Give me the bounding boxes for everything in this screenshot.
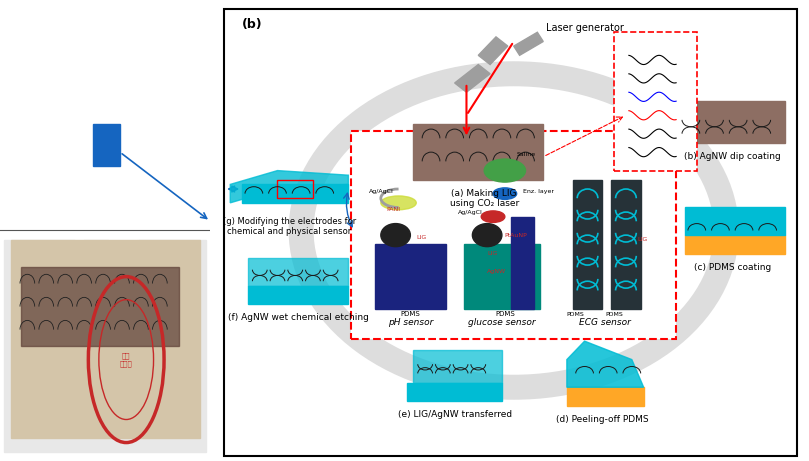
Text: LIG: LIG — [487, 251, 498, 256]
Text: PDMS: PDMS — [400, 311, 420, 317]
Text: Laser generator: Laser generator — [545, 23, 624, 33]
Text: PDMS: PDMS — [605, 312, 623, 317]
Bar — [567, 387, 644, 406]
Text: (a) Making LIG
using CO₂ laser: (a) Making LIG using CO₂ laser — [450, 189, 519, 208]
Bar — [413, 124, 543, 180]
Ellipse shape — [481, 211, 505, 222]
Text: Ag/AgCl: Ag/AgCl — [458, 210, 482, 214]
Polygon shape — [105, 184, 155, 383]
Polygon shape — [55, 92, 88, 148]
Text: glucose sensor: glucose sensor — [468, 318, 536, 327]
Text: 한양
대학교: 한양 대학교 — [120, 353, 133, 366]
Text: pH sensor: pH sensor — [388, 318, 433, 327]
Bar — [685, 207, 786, 235]
Circle shape — [381, 224, 410, 247]
Text: (c) PDMS coating: (c) PDMS coating — [693, 263, 771, 272]
Polygon shape — [11, 240, 200, 438]
Bar — [413, 350, 502, 383]
Text: PtAuNP: PtAuNP — [505, 233, 527, 237]
Text: (e) LIG/AgNW transferred: (e) LIG/AgNW transferred — [397, 410, 512, 420]
Polygon shape — [21, 267, 179, 346]
Text: (f) AgNW wet chemical etching: (f) AgNW wet chemical etching — [227, 313, 369, 323]
Polygon shape — [514, 32, 544, 55]
Polygon shape — [567, 341, 644, 387]
Polygon shape — [455, 65, 490, 92]
Bar — [510, 217, 535, 309]
Polygon shape — [25, 378, 50, 406]
Text: (d) Peeling-off PDMS: (d) Peeling-off PDMS — [556, 415, 649, 424]
Polygon shape — [116, 37, 151, 111]
FancyBboxPatch shape — [614, 32, 697, 171]
Text: PANI: PANI — [387, 207, 401, 212]
Polygon shape — [478, 37, 508, 65]
Bar — [248, 258, 349, 286]
FancyBboxPatch shape — [351, 131, 676, 339]
Ellipse shape — [381, 196, 417, 210]
Text: LIG: LIG — [417, 235, 426, 240]
Polygon shape — [42, 184, 101, 378]
Bar — [375, 244, 446, 309]
Text: Saline: Saline — [517, 152, 536, 157]
Ellipse shape — [493, 188, 517, 199]
Bar — [679, 101, 786, 143]
Text: (b): (b) — [242, 18, 263, 31]
Bar — [277, 180, 313, 198]
Text: Enz. layer: Enz. layer — [523, 189, 553, 194]
Text: LIG: LIG — [637, 237, 648, 242]
Ellipse shape — [484, 159, 526, 182]
Bar — [464, 244, 540, 309]
Circle shape — [472, 224, 502, 247]
Bar — [685, 235, 786, 254]
Bar — [248, 286, 349, 304]
Bar — [4, 240, 206, 452]
Polygon shape — [74, 92, 143, 254]
Text: Ag/AgCl: Ag/AgCl — [369, 189, 394, 194]
Text: (g) Modifying the electrodes for
chemical and physical sensor: (g) Modifying the electrodes for chemica… — [222, 217, 356, 236]
Circle shape — [95, 23, 124, 88]
Bar — [573, 180, 602, 309]
Text: ECG sensor: ECG sensor — [579, 318, 631, 327]
Polygon shape — [139, 369, 172, 392]
Polygon shape — [231, 171, 349, 203]
Text: PDMS: PDMS — [495, 311, 515, 317]
Text: AgNW: AgNW — [487, 270, 506, 274]
Bar — [92, 124, 120, 166]
Bar — [408, 383, 502, 401]
Text: (a): (a) — [11, 18, 31, 31]
Bar — [611, 180, 641, 309]
Text: (b) AgNW dip coating: (b) AgNW dip coating — [684, 152, 781, 161]
Bar — [242, 184, 349, 203]
Text: PDMS: PDMS — [567, 312, 585, 317]
